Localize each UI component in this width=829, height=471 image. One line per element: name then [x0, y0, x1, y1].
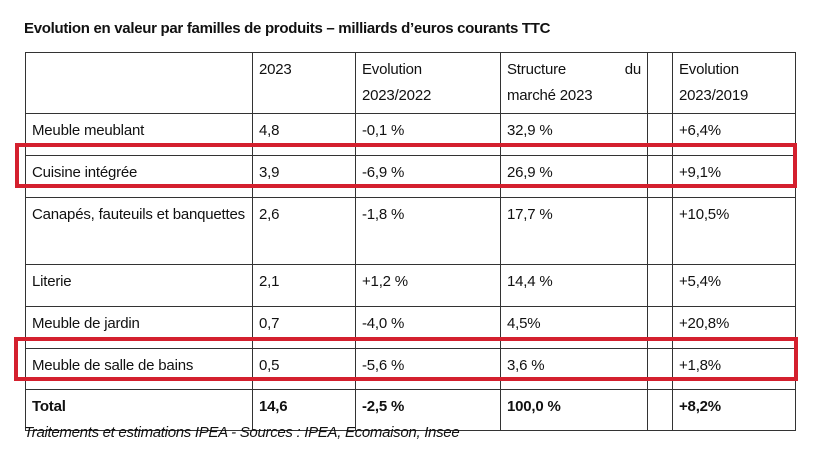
- spacer: [647, 197, 673, 265]
- spacer: [647, 306, 673, 349]
- header-evolution-2022: Evolution 2023/2022: [355, 52, 501, 114]
- data-table: 2023 Evolution 2023/2022 Structure du march…: [25, 52, 796, 431]
- structure: 26,9 %: [500, 155, 648, 198]
- value-2023: 3,9: [252, 155, 356, 198]
- evolution-2019: +6,4%: [672, 113, 796, 156]
- row-label: Meuble meublant: [25, 113, 253, 156]
- structure: 32,9 %: [500, 113, 648, 156]
- header-evolution-2019: Evolution 2023/2019: [672, 52, 796, 114]
- table-title: Evolution en valeur par familles de prod…: [24, 20, 551, 37]
- value-2023: 4,8: [252, 113, 356, 156]
- header-structure: Structure du marché 2023: [500, 52, 648, 114]
- total-evolution-2022: -2,5 %: [355, 389, 501, 431]
- source-caption: Traitements et estimations IPEA - Source…: [24, 424, 460, 441]
- evolution-2019: +1,8%: [672, 348, 796, 390]
- structure: 3,6 %: [500, 348, 648, 390]
- evolution-2022: -6,9 %: [355, 155, 501, 198]
- spacer: [647, 264, 673, 307]
- structure: 4,5%: [500, 306, 648, 349]
- evolution-2022: +1,2 %: [355, 264, 501, 307]
- total-spacer: [647, 389, 673, 431]
- evolution-2019: +10,5%: [672, 197, 796, 265]
- highlight-box-cuisine: [15, 143, 797, 188]
- total-evolution-2019: +8,2%: [672, 389, 796, 431]
- evolution-2019: +5,4%: [672, 264, 796, 307]
- value-2023: 2,6: [252, 197, 356, 265]
- value-2023: 0,7: [252, 306, 356, 349]
- header-row: 2023 Evolution 2023/2022 Structure du march…: [25, 52, 796, 114]
- table-row: Literie 2,1 +1,2 % 14,4 % +5,4%: [25, 264, 796, 307]
- evolution-2022: -5,6 %: [355, 348, 501, 390]
- structure: 17,7 %: [500, 197, 648, 265]
- header-spacer: [647, 52, 673, 114]
- row-label: Canapés, fauteuils et banquettes: [25, 197, 253, 265]
- header-cell-empty: [25, 52, 253, 114]
- row-label: Meuble de salle de bains: [25, 348, 253, 390]
- table-row: Meuble de salle de bains 0,5 -5,6 % 3,6 % +1…: [25, 348, 796, 390]
- total-2023: 14,6: [252, 389, 356, 431]
- header-2023: 2023: [252, 52, 356, 114]
- table-row: Canapés, fauteuils et banquettes 2,6 -1,8 …: [25, 197, 796, 265]
- evolution-2022: -1,8 %: [355, 197, 501, 265]
- evolution-2022: -4,0 %: [355, 306, 501, 349]
- row-label: Literie: [25, 264, 253, 307]
- table-row: Meuble meublant 4,8 -0,1 % 32,9 % +6,4%: [25, 113, 796, 156]
- total-row: Total 14,6 -2,5 % 100,0 % +8,2%: [25, 389, 796, 431]
- evolution-2019: +20,8%: [672, 306, 796, 349]
- structure: 14,4 %: [500, 264, 648, 307]
- total-structure: 100,0 %: [500, 389, 648, 431]
- value-2023: 2,1: [252, 264, 356, 307]
- highlight-box-salle-de-bains: [14, 337, 798, 381]
